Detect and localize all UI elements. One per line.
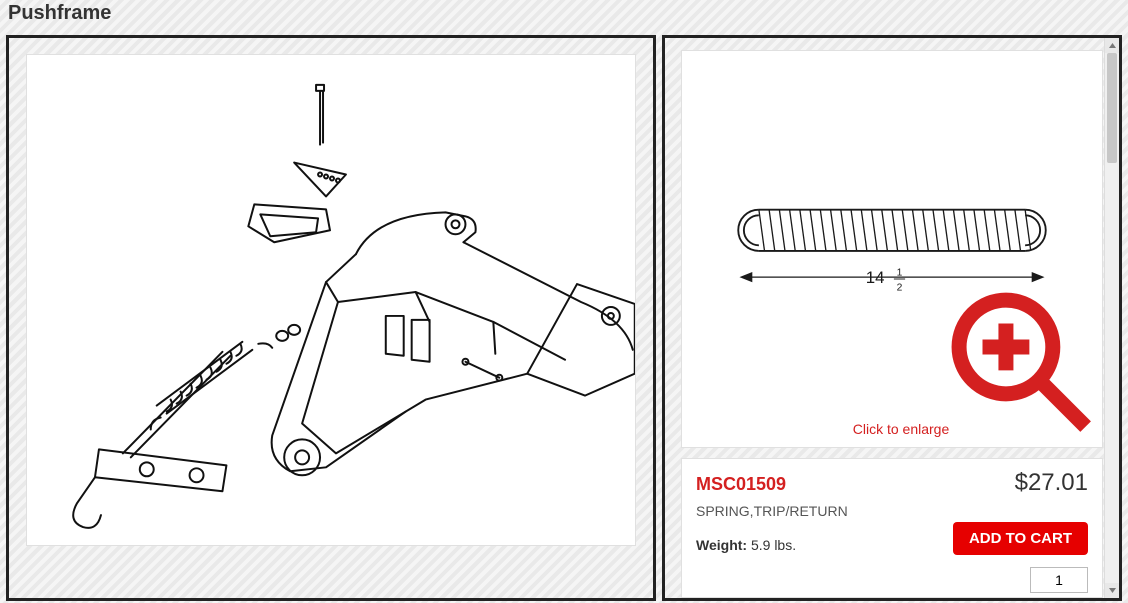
enlarge-label: Click to enlarge: [853, 421, 950, 437]
pushframe-diagram: [26, 54, 636, 546]
bracket-small: [294, 163, 346, 197]
product-info-card: MSC01509 $27.01 SPRING,TRIP/RETURN Weigh…: [681, 458, 1103, 598]
exploded-diagram-panel: [6, 35, 656, 601]
product-description: SPRING,TRIP/RETURN: [696, 503, 1088, 519]
svg-text:1: 1: [897, 267, 903, 278]
spring-arm: [73, 325, 300, 528]
scroll-track[interactable]: [1105, 53, 1119, 583]
product-price: $27.01: [1015, 469, 1088, 497]
click-to-enlarge[interactable]: Click to enlarge: [682, 286, 1102, 437]
product-sku: MSC01509: [696, 474, 786, 495]
product-image[interactable]: 14 1 2 Click to enlarge: [681, 50, 1103, 448]
panels: 14 1 2 Click to enlarge MSC01509 $27.01 …: [0, 35, 1128, 601]
scroll-down-button[interactable]: [1105, 583, 1119, 598]
scroll-thumb[interactable]: [1107, 53, 1117, 163]
magnify-icon: [835, 286, 849, 300]
shoe: [248, 204, 330, 242]
add-to-cart-button[interactable]: ADD TO CART: [953, 522, 1088, 555]
bolt-icon: [316, 85, 324, 145]
quantity-input[interactable]: [1030, 567, 1088, 593]
scrollbar[interactable]: [1104, 38, 1119, 598]
svg-text:14: 14: [866, 268, 885, 287]
pushframe-body: [272, 212, 635, 475]
detail-panel: 14 1 2 Click to enlarge MSC01509 $27.01 …: [662, 35, 1122, 601]
scroll-up-button[interactable]: [1105, 38, 1119, 53]
page-title: Pushframe: [0, 0, 1128, 35]
